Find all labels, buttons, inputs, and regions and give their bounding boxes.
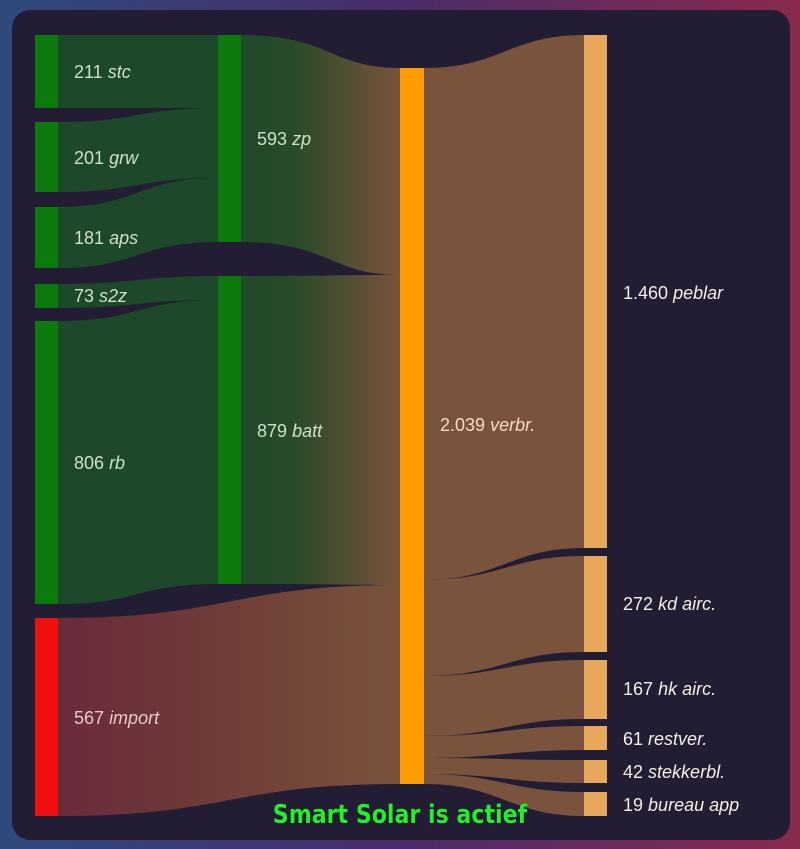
node-stekkerbl xyxy=(584,760,607,783)
link-stc-zp xyxy=(58,35,218,108)
node-import xyxy=(35,618,58,816)
label-bureau-app: 19 bureau app xyxy=(623,795,739,815)
link-verbr-peblar xyxy=(424,35,584,580)
label-stc: 211 stc xyxy=(74,62,131,82)
link-s2z-batt xyxy=(58,276,218,308)
node-aps xyxy=(35,207,58,268)
node-grw xyxy=(35,122,58,192)
node-zp xyxy=(218,35,241,242)
consumer-nodes xyxy=(584,35,607,816)
link-zp-verbr xyxy=(240,35,400,275)
label-grw: 201 grw xyxy=(74,148,139,168)
node-restver xyxy=(584,726,607,750)
consumer-links xyxy=(424,35,584,816)
label-import: 567 import xyxy=(74,708,160,728)
node-peblar xyxy=(584,35,607,548)
label-stekkerbl: 42 stekkerbl. xyxy=(623,762,725,782)
node-stc xyxy=(35,35,58,108)
group-nodes xyxy=(218,35,241,584)
label-kd-airc: 272 kd airc. xyxy=(623,594,716,614)
node-bureau-app xyxy=(584,792,607,816)
source-labels: 211 stc 201 grw 181 aps 73 s2z 806 rb 56… xyxy=(74,62,160,728)
link-verbr-stekkerbl xyxy=(424,758,584,783)
source-links xyxy=(58,35,400,816)
label-restver: 61 restver. xyxy=(623,729,707,749)
link-verbr-restver xyxy=(424,726,584,758)
link-verbr-hk-airc xyxy=(424,660,584,736)
node-s2z xyxy=(35,284,58,308)
node-kd-airc xyxy=(584,556,607,652)
link-verbr-kd-airc xyxy=(424,556,584,676)
node-batt xyxy=(218,276,241,584)
consumer-labels: 1.460 peblar 272 kd airc. 167 hk airc. 6… xyxy=(623,283,739,815)
link-batt-verbr xyxy=(240,275,400,585)
label-batt: 879 batt xyxy=(257,421,323,441)
label-peblar: 1.460 peblar xyxy=(623,283,724,303)
label-s2z: 73 s2z xyxy=(74,286,127,306)
group-labels: 593 zp 879 batt xyxy=(257,129,323,441)
node-hk-airc xyxy=(584,660,607,719)
source-nodes xyxy=(35,35,58,816)
link-verbr-bureau-app xyxy=(424,774,584,816)
link-aps-zp xyxy=(58,178,218,268)
link-grw-zp xyxy=(58,108,218,192)
node-verbr xyxy=(400,68,424,784)
label-aps: 181 aps xyxy=(74,228,138,248)
label-hk-airc: 167 hk airc. xyxy=(623,679,716,699)
label-verbr: 2.039 verbr. xyxy=(440,415,535,435)
link-import-verbr xyxy=(58,585,400,816)
node-rb xyxy=(35,321,58,604)
link-rb-batt xyxy=(58,300,218,604)
label-rb: 806 rb xyxy=(74,453,125,473)
status-text: Smart Solar is actief xyxy=(272,800,528,830)
label-zp: 593 zp xyxy=(257,129,311,149)
